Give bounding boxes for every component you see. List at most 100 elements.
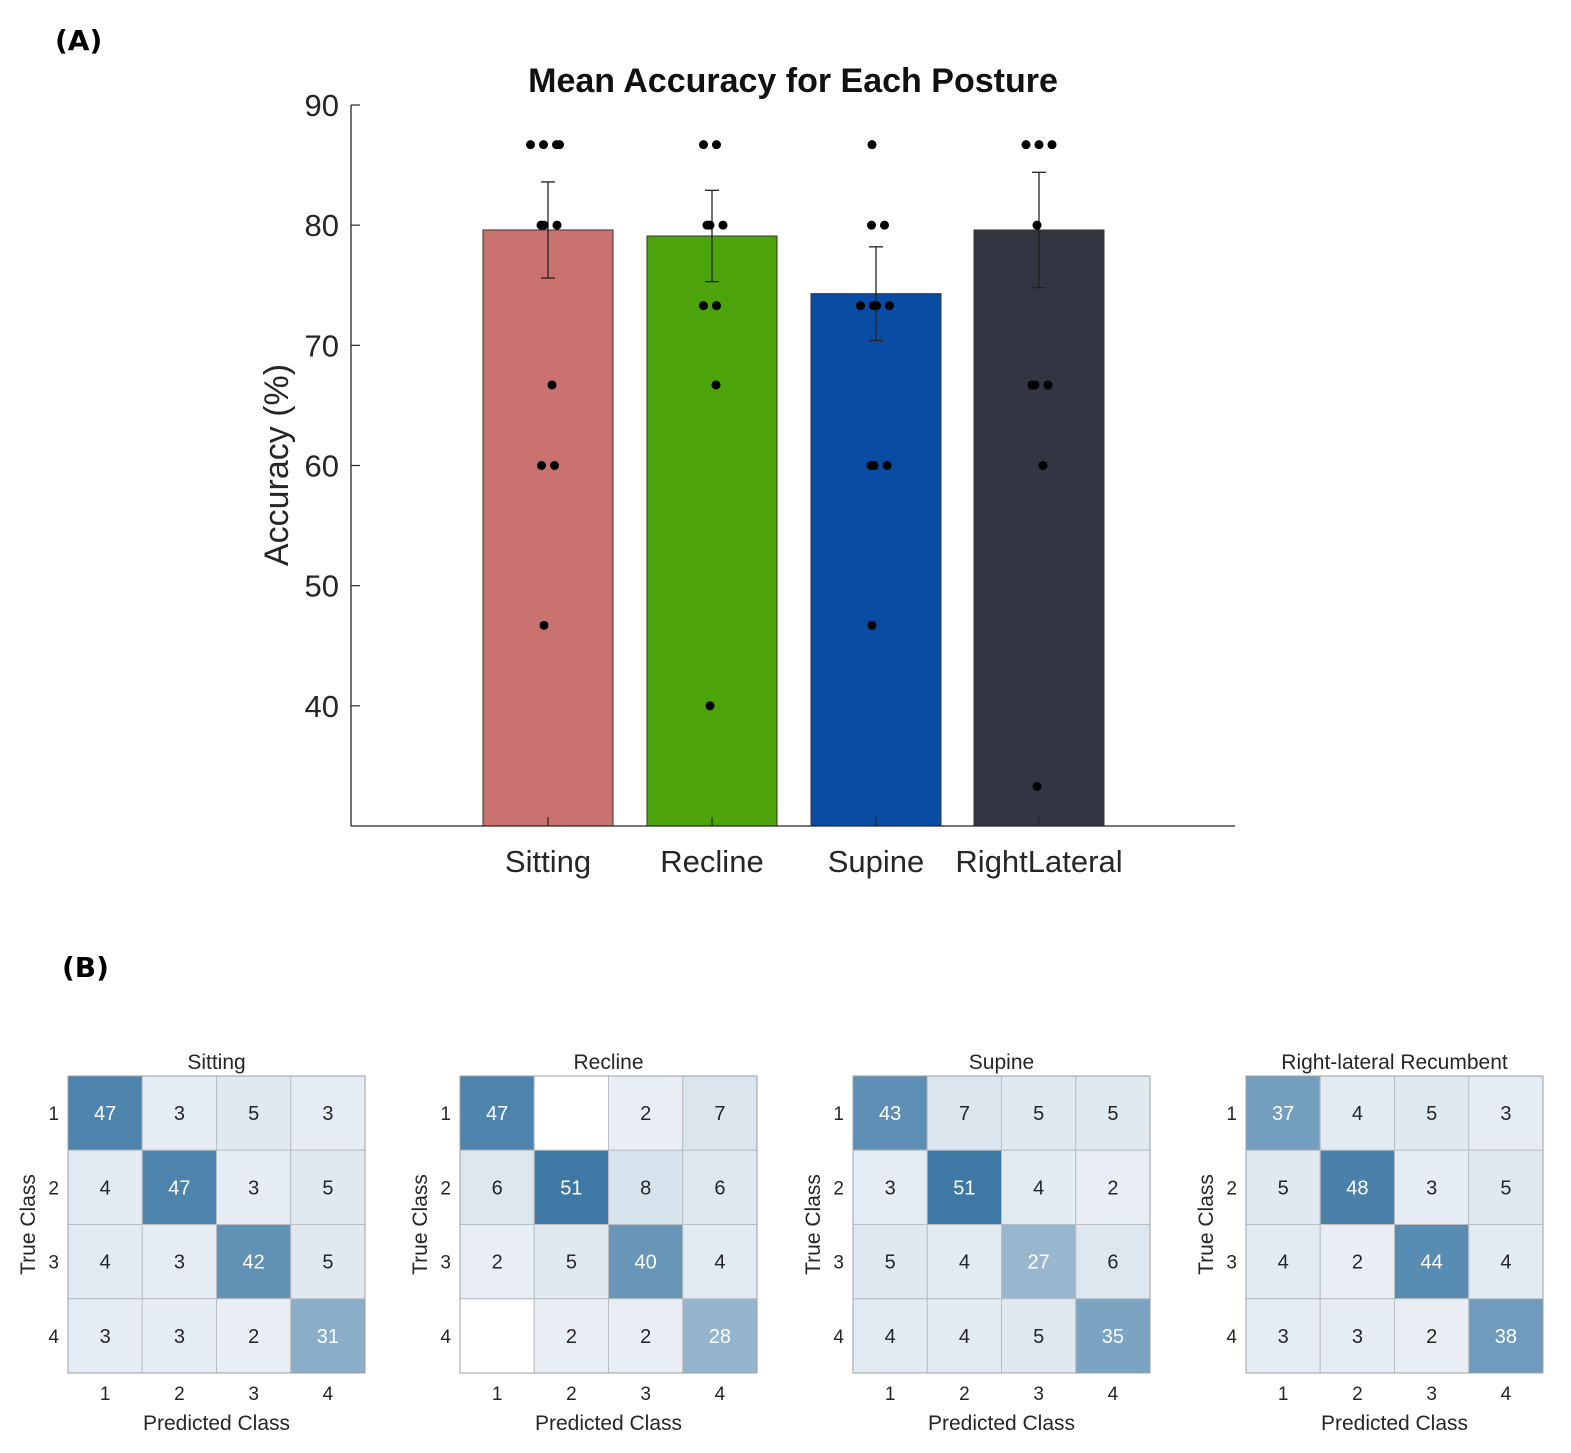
cm-col-label: 4 [1501, 1384, 1512, 1405]
data-point-recline [699, 140, 708, 150]
bar-sitting [482, 229, 614, 827]
cm-cell-value: 5 [322, 1252, 333, 1274]
cm-row-label: 4 [48, 1327, 59, 1348]
cm-cell-value: 5 [248, 1103, 259, 1125]
cm-frame [852, 1075, 1151, 1374]
cm-cell [141, 1149, 217, 1225]
data-point-sitting [537, 461, 546, 470]
cm-cell [1468, 1298, 1544, 1374]
cm-cell-value: 3 [174, 1252, 185, 1274]
cm-row-label: 4 [440, 1327, 451, 1348]
error-bar-recline [705, 189, 719, 283]
cm-cell [290, 1224, 366, 1300]
cm-col-label: 4 [715, 1384, 726, 1405]
panel-label-b: (B) [62, 951, 109, 984]
error-bar-rightlateral [1032, 171, 1046, 289]
cm-cell-value: 5 [1033, 1326, 1044, 1348]
cm-cell [67, 1149, 143, 1225]
cm-row-label: 4 [833, 1327, 844, 1348]
y-tick-label: 50 [305, 569, 339, 604]
cm-cell-value: 47 [168, 1177, 190, 1199]
data-point-supine [867, 140, 877, 150]
cm-row-label: 1 [1226, 1104, 1237, 1125]
cm-cell-value: 6 [714, 1177, 725, 1199]
cm-cell [216, 1224, 292, 1300]
cm-cell [1001, 1075, 1077, 1151]
cm-cell-value: 5 [885, 1252, 896, 1274]
cm-cell-value: 7 [714, 1103, 725, 1125]
cm-xlabel: Predicted Class [535, 1412, 682, 1435]
cm-row-label: 2 [1226, 1178, 1237, 1199]
bar-chart: Mean Accuracy for Each Posture Accuracy … [258, 62, 1235, 879]
cm-cell-value: 4 [959, 1326, 970, 1348]
cm-cell-value: 51 [560, 1177, 582, 1199]
data-point-recline [712, 301, 721, 311]
data-point-rightlateral [1021, 140, 1031, 150]
data-point-recline [705, 220, 715, 230]
cm-cell [682, 1224, 758, 1300]
panel-label-a: (A) [55, 24, 102, 57]
cm-cell-value: 6 [492, 1177, 503, 1199]
cm-cell-value: 43 [879, 1103, 901, 1125]
bar-supine [810, 293, 942, 827]
data-point-sitting [550, 461, 559, 470]
cm-cell-value: 3 [100, 1326, 111, 1348]
cm-cell-value: 4 [885, 1326, 896, 1348]
data-point-supine [885, 301, 894, 311]
x-tick-label-recline: Recline [660, 844, 763, 879]
data-point-supine [867, 620, 877, 630]
cm-col-label: 3 [1426, 1384, 1437, 1405]
cm-cell-value: 40 [635, 1252, 657, 1274]
data-point-rightlateral [1030, 380, 1040, 390]
data-point-sitting [526, 140, 535, 150]
data-point-supine [867, 220, 876, 230]
cm-cell-value: 3 [1426, 1177, 1437, 1199]
cm-cell-value: 3 [885, 1177, 896, 1199]
cm-cell-value: 42 [243, 1252, 265, 1274]
cm-cell [533, 1149, 609, 1225]
cm-cell-value: 3 [1278, 1326, 1289, 1348]
cm-cell [1245, 1224, 1321, 1300]
cm-xlabel: Predicted Class [1321, 1412, 1468, 1435]
cm-cell-value: 4 [959, 1252, 970, 1274]
cm-cell [1319, 1298, 1395, 1374]
cm-cell-value: 35 [1102, 1326, 1124, 1348]
cm-cell [1001, 1149, 1077, 1225]
cm-cell-value: 4 [1278, 1252, 1289, 1274]
cm-ylabel: True Class [802, 1174, 825, 1275]
y-tick-label: 70 [305, 328, 339, 363]
cm-cell-value: 3 [322, 1103, 333, 1125]
cm-cell [926, 1075, 1002, 1151]
x-tick-label-rightlateral: RightLateral [955, 844, 1122, 879]
cm-cell-value: 3 [248, 1177, 259, 1199]
cm-row-label: 1 [833, 1104, 844, 1125]
cm-col-label: 1 [885, 1384, 896, 1405]
cm-cell [1245, 1149, 1321, 1225]
bar-chart-ylabel: Accuracy (%) [258, 364, 296, 566]
cm-cell-value: 37 [1272, 1103, 1294, 1125]
cm-col-label: 1 [1278, 1384, 1289, 1405]
data-point-rightlateral [1032, 781, 1042, 791]
data-point-sitting [539, 220, 549, 230]
cm-cell [1319, 1149, 1395, 1225]
cm-cell-value: 8 [640, 1177, 651, 1199]
cm-cell [1394, 1149, 1470, 1225]
cm-cell [852, 1298, 928, 1374]
cm-cell [926, 1149, 1002, 1225]
cm-row-label: 3 [833, 1253, 844, 1274]
cm-cell [459, 1149, 535, 1225]
cm-row-label: 1 [440, 1104, 451, 1125]
cm-cell [67, 1298, 143, 1374]
bar-chart-title: Mean Accuracy for Each Posture [528, 62, 1058, 100]
x-tick-label-sitting: Sitting [505, 844, 591, 879]
cm-cell-value: 4 [1500, 1252, 1511, 1274]
cm-cell-value: 3 [174, 1326, 185, 1348]
cm-cell-value: 5 [1278, 1177, 1289, 1199]
cm-cell [533, 1298, 609, 1374]
data-point-recline [705, 701, 715, 711]
cm-cell-value: 7 [959, 1103, 970, 1125]
cm-cell-value: 4 [100, 1177, 111, 1199]
cm-cell-value: 5 [1426, 1103, 1437, 1125]
cm-cell-value: 5 [322, 1177, 333, 1199]
